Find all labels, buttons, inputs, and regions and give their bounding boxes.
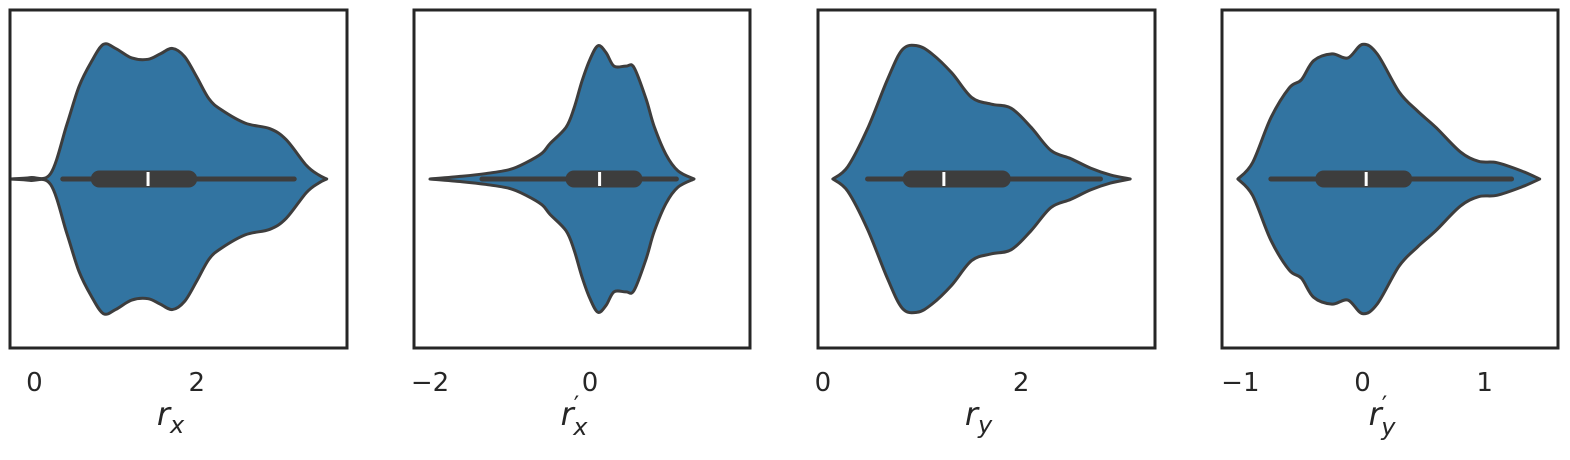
x-tick-label: −1 bbox=[1221, 368, 1259, 398]
violin-panel-4: −1 0 1 r′ y bbox=[1220, 8, 1560, 441]
x-axis-label: r′ x bbox=[561, 391, 589, 441]
x-axis-label: ry bbox=[965, 395, 993, 439]
violin-panel-3: 0 2 ry bbox=[815, 8, 1157, 439]
x-axis-label: r′ y bbox=[1369, 391, 1397, 441]
violin-panel-2: −2 0r′ x bbox=[411, 8, 752, 441]
x-tick-label: 2 bbox=[188, 368, 205, 398]
axes-frame bbox=[8, 8, 349, 350]
x-axis-label: rx bbox=[157, 395, 185, 439]
x-tick-label: 0 bbox=[26, 368, 43, 398]
x-tick-label: −2 bbox=[411, 368, 449, 398]
x-tick-label: 0 bbox=[1354, 368, 1371, 398]
x-tick-label: 2 bbox=[1013, 368, 1030, 398]
axes-frame bbox=[1220, 8, 1560, 350]
violin-panel-1: 0 2rx bbox=[8, 8, 349, 439]
x-tick-label: 1 bbox=[1476, 368, 1493, 398]
x-tick-label: 0 bbox=[815, 368, 832, 398]
axes-frame bbox=[412, 8, 752, 350]
axes-frame bbox=[816, 8, 1157, 350]
x-tick-label: 0 bbox=[582, 368, 599, 398]
